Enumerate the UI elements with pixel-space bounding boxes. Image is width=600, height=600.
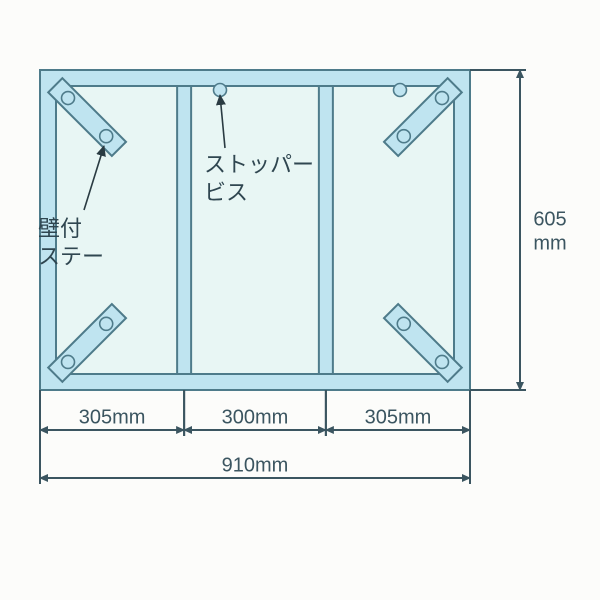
dim-label: 605: [533, 208, 566, 230]
mullion-1: [177, 86, 191, 374]
mullion-2: [319, 86, 333, 374]
dim-label: mm: [533, 232, 566, 254]
label-stopper-screw: ビス: [204, 180, 248, 205]
stopper-screw-1: [214, 84, 227, 97]
stay-screw: [100, 317, 113, 330]
stopper-screw-2: [394, 84, 407, 97]
label-stopper-screw: ストッパー: [204, 152, 314, 177]
dim-label: 305mm: [365, 406, 432, 428]
stay-screw: [397, 317, 410, 330]
stay-screw: [62, 355, 75, 368]
stay-screw: [435, 355, 448, 368]
label-wall-stay: 壁付: [38, 216, 82, 241]
interior: [56, 86, 454, 374]
dim-label: 910mm: [222, 454, 289, 476]
stay-screw: [435, 92, 448, 105]
label-wall-stay: ステー: [38, 244, 104, 269]
dim-label: 300mm: [222, 406, 289, 428]
stay-screw: [397, 130, 410, 143]
dim-label: 305mm: [79, 406, 146, 428]
stay-screw: [62, 92, 75, 105]
stay-screw: [100, 130, 113, 143]
